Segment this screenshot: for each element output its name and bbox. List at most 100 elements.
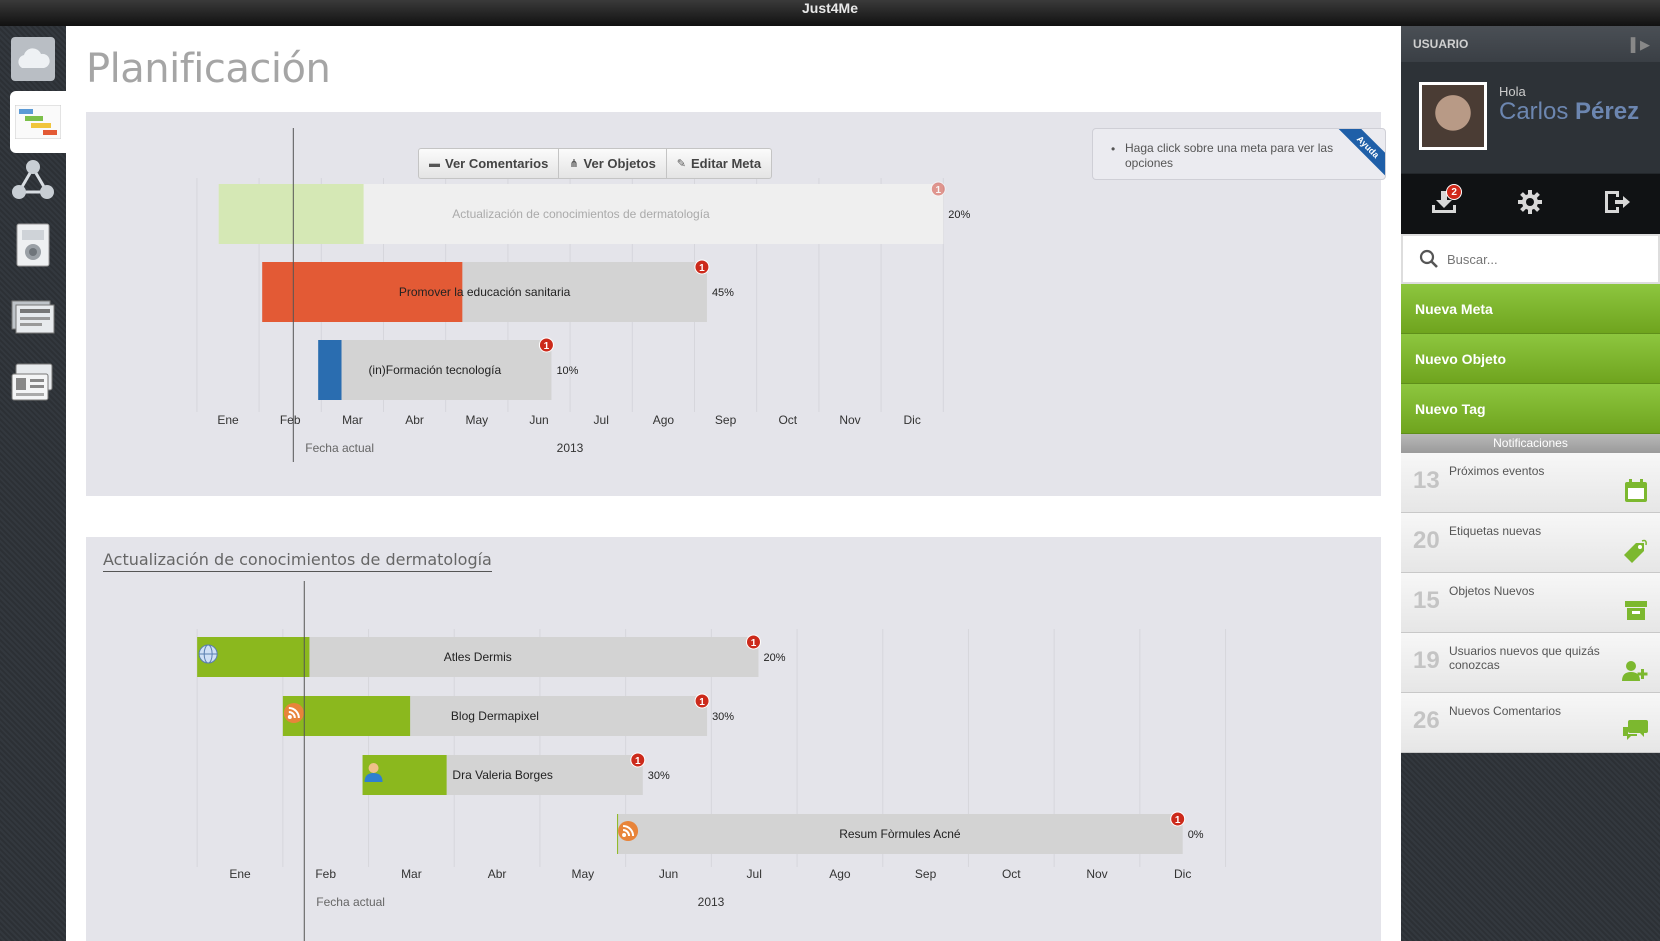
- notification-count: 13: [1413, 467, 1440, 494]
- task-label: Blog Dermapixel: [451, 709, 539, 723]
- notification-upcoming-events[interactable]: 13 Próximos eventos: [1401, 453, 1660, 513]
- notification-badge[interactable]: 1: [1170, 811, 1186, 827]
- gear-icon: [1517, 189, 1543, 220]
- notification-count: 20: [1413, 527, 1440, 554]
- current-date-label: Fecha actual: [305, 441, 374, 455]
- notification-count: 19: [1413, 647, 1440, 674]
- settings-button[interactable]: [1510, 184, 1550, 224]
- gantt-chart-overview: Ene Feb Mar Abr May Jun Jul Ago Sep Oct Nov Dic 2013…: [196, 128, 971, 462]
- sitemap-icon: ⋔: [569, 158, 579, 170]
- notification-badge[interactable]: 1: [694, 693, 710, 709]
- rss-icon: [283, 703, 304, 723]
- nav-planning[interactable]: [10, 91, 66, 153]
- task-progress-fill: [617, 814, 619, 854]
- collapse-icon[interactable]: ▌▶: [1630, 37, 1650, 52]
- new-goal-button[interactable]: Nueva Meta: [1401, 284, 1660, 334]
- notification-label: Nuevos Comentarios: [1449, 704, 1562, 718]
- notification-badge[interactable]: 1: [630, 752, 646, 768]
- comment-icon: ▬: [429, 157, 440, 170]
- task-progress-label: 30%: [712, 711, 734, 723]
- nav-documents[interactable]: [6, 290, 60, 344]
- svg-text:1: 1: [1175, 815, 1181, 826]
- task-progress-fill: [262, 262, 463, 322]
- goal-toolbar: ▬ Ver Comentarios ⋔ Ver Objetos ✎ Editar…: [418, 148, 773, 179]
- gantt-task[interactable]: Dra Valeria Borges 30% 1: [362, 752, 670, 795]
- notification-label: Usuarios nuevos que quizás conozcas: [1449, 644, 1600, 672]
- gantt-task[interactable]: Actualización de conocimientos de dermat…: [218, 181, 971, 244]
- avatar[interactable]: [1419, 82, 1487, 150]
- view-objects-label: Ver Objetos: [583, 156, 656, 171]
- month-tick-label: Nov: [1086, 867, 1107, 881]
- notification-new-comments[interactable]: 26 Nuevos Comentarios: [1401, 693, 1660, 753]
- planning-chart-panel: Ene Feb Mar Abr May Jun Jul Ago Sep Oct Nov Dic 2013…: [86, 112, 1386, 496]
- user-section-header: USUARIO ▌▶: [1401, 26, 1660, 62]
- task-label: (in)Formación tecnología: [368, 363, 501, 377]
- task-progress-label: 30%: [648, 770, 670, 782]
- notification-count: 15: [1413, 587, 1440, 614]
- view-comments-label: Ver Comentarios: [445, 156, 549, 171]
- logout-button[interactable]: [1597, 184, 1637, 224]
- user-name[interactable]: Carlos Pérez: [1499, 98, 1639, 126]
- gantt-chart-detail: Ene Feb Mar Abr May Jun Jul Ago Sep Oct Nov Dic 2013…: [196, 581, 1227, 941]
- notification-label: Próximos eventos: [1449, 464, 1545, 478]
- svg-text:1: 1: [635, 756, 641, 767]
- month-tick-label: Jun: [659, 867, 678, 881]
- app-title: Just4Me: [801, 0, 859, 16]
- documents-icon: [10, 297, 56, 337]
- edit-goal-label: Editar Meta: [691, 156, 762, 171]
- add-user-icon: [1622, 659, 1648, 688]
- new-object-button[interactable]: Nuevo Objeto: [1401, 334, 1660, 384]
- task-bar-background: [617, 814, 1183, 854]
- tag-icon: [1622, 539, 1648, 568]
- svg-text:1: 1: [699, 263, 705, 274]
- view-comments-button[interactable]: ▬ Ver Comentarios: [419, 149, 560, 178]
- edit-goal-button[interactable]: ✎ Editar Meta: [667, 149, 771, 178]
- notification-new-tags[interactable]: 20 Etiquetas nuevas: [1401, 513, 1660, 573]
- goal-detail-title[interactable]: Actualización de conocimientos de dermat…: [103, 550, 492, 572]
- svg-text:1: 1: [544, 341, 550, 352]
- notification-new-users[interactable]: 19 Usuarios nuevos que quizás conozcas: [1401, 633, 1660, 693]
- help-text: Haga click sobre una meta para ver las o…: [1125, 141, 1334, 170]
- month-tick-label: Sep: [915, 867, 937, 881]
- month-tick-label: Ago: [829, 867, 851, 881]
- month-tick-label: Nov: [839, 413, 860, 427]
- notification-count: 26: [1413, 707, 1440, 734]
- month-tick-label: May: [465, 413, 488, 427]
- notification-badge[interactable]: 1: [694, 259, 710, 275]
- gantt-task[interactable]: Resum Fòrmules Acné 0% 1: [617, 811, 1204, 854]
- task-progress-label: 20%: [763, 652, 785, 664]
- downloads-button[interactable]: 2: [1424, 184, 1464, 224]
- nav-contacts[interactable]: [6, 356, 60, 410]
- task-progress-label: 45%: [712, 287, 734, 299]
- svg-text:1: 1: [699, 697, 705, 708]
- notification-badge[interactable]: 1: [538, 337, 554, 353]
- rss-icon: [618, 821, 639, 841]
- network-icon: [10, 156, 56, 202]
- task-progress-label: 20%: [948, 209, 970, 221]
- task-bar-background: [318, 340, 552, 400]
- new-tag-button[interactable]: Nuevo Tag: [1401, 384, 1660, 434]
- logout-icon: [1603, 189, 1631, 220]
- nav-network[interactable]: [6, 152, 60, 206]
- search-icon: [1419, 249, 1439, 274]
- nav-cloud[interactable]: [6, 32, 60, 86]
- main-content: Planificación Ene Feb Mar Abr May Jun Jul Ago Se…: [66, 26, 1401, 941]
- globe-icon: [198, 644, 218, 664]
- view-objects-button[interactable]: ⋔ Ver Objetos: [559, 149, 667, 178]
- gantt-task[interactable]: Promover la educación sanitaria 45% 1: [262, 259, 734, 322]
- search-input[interactable]: [1447, 246, 1647, 272]
- nav-device[interactable]: [6, 218, 60, 272]
- month-tick-label: Feb: [315, 867, 336, 881]
- task-label: Resum Fòrmules Acné: [839, 827, 961, 841]
- month-tick-label: Ago: [653, 413, 675, 427]
- gantt-task[interactable]: Blog Dermapixel 30% 1: [282, 693, 734, 736]
- task-label: Actualización de conocimientos de dermat…: [452, 207, 710, 221]
- notification-new-objects[interactable]: 15 Objetos Nuevos: [1401, 573, 1660, 633]
- notification-badge[interactable]: 1: [930, 181, 946, 197]
- calendar-icon: [1624, 479, 1648, 508]
- notification-badge[interactable]: 1: [745, 634, 761, 650]
- device-icon: [13, 222, 53, 268]
- gantt-task[interactable]: (in)Formación tecnología 10% 1: [318, 337, 579, 400]
- gantt-task[interactable]: Atles Dermis 20% 1: [197, 634, 786, 677]
- task-progress-fill: [318, 340, 342, 400]
